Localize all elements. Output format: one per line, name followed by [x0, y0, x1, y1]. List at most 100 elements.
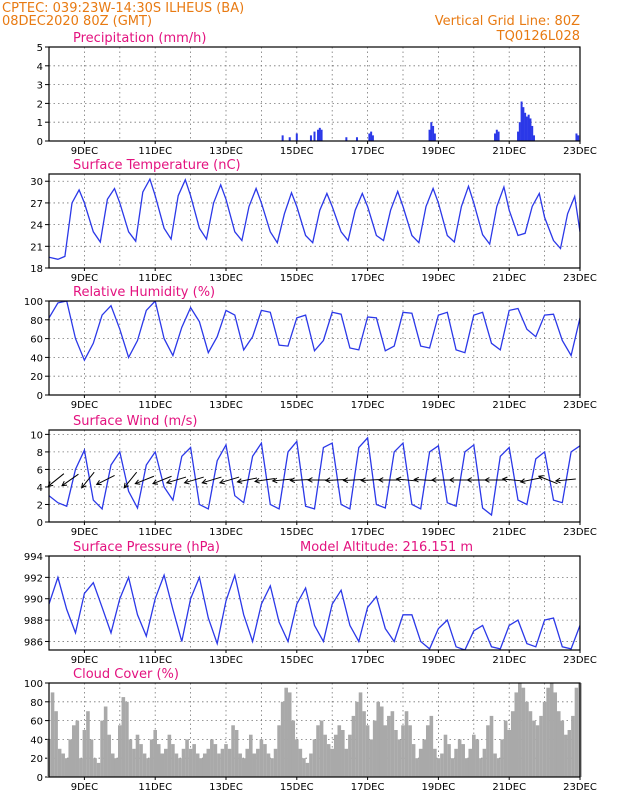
precip-bar	[520, 101, 523, 141]
panel-annotation-pressure: Model Altitude: 216.151 m	[300, 540, 473, 555]
cloud-bar	[500, 739, 504, 777]
xtick-label-temp: 17DEC	[351, 273, 385, 284]
ytick-label-temp: 27	[30, 199, 43, 210]
xtick-label-pressure: 9DEC	[71, 655, 98, 666]
precip-bar	[281, 135, 284, 141]
header-grid-line: Vertical Grid Line: 80Z	[435, 14, 580, 29]
cloud-bar	[227, 748, 232, 777]
cloud-bar	[68, 739, 73, 777]
cloud-bar	[270, 758, 274, 777]
cloud-bar	[535, 725, 540, 777]
precip-bar	[371, 135, 374, 141]
precip-bar	[370, 131, 373, 141]
cloud-bar	[394, 730, 398, 777]
cloud-bar	[291, 720, 296, 777]
cloud-bar	[549, 683, 554, 777]
cloud-bar	[556, 711, 561, 777]
cloud-bar	[284, 687, 288, 777]
cloud-bar	[309, 753, 313, 777]
cloud-bar	[379, 706, 384, 777]
ytick-label-pressure: 990	[24, 595, 43, 606]
xtick-label-rh: 13DEC	[209, 400, 243, 411]
precip-bar	[497, 131, 500, 141]
rh-series-line	[49, 301, 580, 362]
wind-arrowhead	[377, 477, 384, 483]
wind-vector	[219, 476, 240, 484]
precip-bar	[313, 131, 316, 141]
cloud-bar	[93, 758, 97, 777]
cloud-bar	[160, 753, 165, 777]
cloud-bar	[319, 720, 324, 777]
xtick-label-rh: 19DEC	[422, 400, 456, 411]
precip-bar	[433, 133, 436, 141]
cloud-bar	[433, 748, 437, 777]
cloud-bar	[231, 725, 235, 777]
precip-bar	[288, 137, 291, 141]
wind-vector	[290, 478, 311, 481]
xtick-label-cloud: 21DEC	[492, 782, 526, 793]
wind-arrowhead	[254, 478, 260, 484]
ytick-label-precip: 1	[37, 118, 43, 129]
cloud-bar	[121, 697, 126, 777]
xtick-label-precip: 23DEC	[563, 146, 597, 157]
cloud-bar	[174, 753, 179, 777]
cloud-bar	[202, 753, 207, 777]
precip-bar	[432, 125, 435, 141]
cloud-bar	[387, 715, 391, 777]
precip-bar	[309, 135, 312, 141]
cloud-bar	[341, 730, 345, 777]
cloud-bar	[564, 734, 568, 777]
wind-vector	[414, 478, 435, 481]
cloud-bar	[305, 762, 310, 777]
cloud-bar	[383, 725, 388, 777]
cloud-bar	[493, 753, 497, 777]
cloud-bar	[164, 748, 168, 777]
panel-title-wind: Surface Wind (m/s)	[73, 414, 197, 429]
cloud-bar	[61, 753, 65, 777]
wind-arrowhead	[413, 476, 419, 483]
xtick-label-temp: 23DEC	[563, 273, 597, 284]
wind-arrowhead	[183, 478, 190, 485]
cloud-bar	[71, 725, 76, 777]
cloud-bar	[259, 739, 264, 777]
ytick-label-precip: 2	[37, 99, 43, 110]
cloud-bar	[220, 748, 225, 777]
xtick-label-cloud: 23DEC	[563, 782, 597, 793]
cloud-bar	[415, 758, 419, 777]
ytick-label-cloud: 100	[24, 679, 43, 690]
wind-vector	[272, 478, 293, 482]
cloud-bar	[238, 753, 242, 777]
cloud-bar	[355, 701, 359, 777]
precip-bar	[522, 107, 525, 141]
wind-arrowhead	[134, 479, 141, 485]
cloud-bar	[273, 748, 278, 777]
xtick-label-wind: 9DEC	[71, 527, 98, 538]
cloud-bar	[64, 758, 69, 777]
cloud-bar	[351, 715, 356, 777]
xtick-label-temp: 11DEC	[138, 273, 172, 284]
cloud-bar	[404, 711, 409, 777]
cloud-bar	[89, 739, 94, 777]
xtick-label-precip: 19DEC	[422, 146, 456, 157]
cloud-bar	[450, 758, 455, 777]
cloud-bar	[390, 711, 395, 777]
cloud-bar	[118, 725, 122, 777]
cloud-bar	[245, 748, 250, 777]
wind-arrowhead	[448, 477, 455, 483]
xtick-label-pressure: 17DEC	[351, 655, 385, 666]
xtick-label-temp: 19DEC	[422, 273, 456, 284]
cloud-bar	[521, 687, 526, 777]
panel-frame-cloud	[48, 682, 581, 778]
xtick-label-precip: 21DEC	[492, 146, 526, 157]
ytick-label-temp: 21	[30, 242, 43, 253]
ytick-label-rh: 80	[30, 316, 43, 327]
cloud-bar	[103, 706, 108, 777]
xtick-label-precip: 17DEC	[351, 146, 385, 157]
cloud-bar	[344, 748, 349, 777]
cloud-bar	[518, 683, 522, 777]
cloud-bar	[574, 687, 579, 777]
cloud-bar	[107, 734, 111, 777]
cloud-bar	[418, 748, 423, 777]
wind-arrowhead	[236, 478, 243, 484]
